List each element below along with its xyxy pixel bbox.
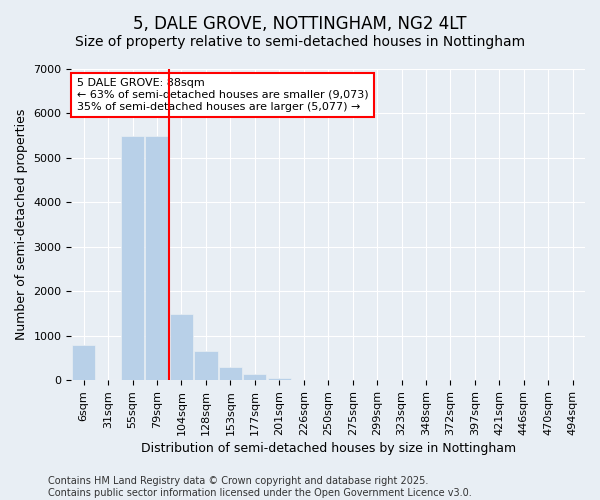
Text: Size of property relative to semi-detached houses in Nottingham: Size of property relative to semi-detach…	[75, 35, 525, 49]
Bar	[219, 367, 242, 380]
X-axis label: Distribution of semi-detached houses by size in Nottingham: Distribution of semi-detached houses by …	[140, 442, 516, 455]
Text: 5 DALE GROVE: 88sqm
← 63% of semi-detached houses are smaller (9,073)
35% of sem: 5 DALE GROVE: 88sqm ← 63% of semi-detach…	[77, 78, 368, 112]
Bar	[170, 314, 193, 380]
Bar	[243, 374, 266, 380]
Bar	[194, 352, 218, 380]
Bar	[268, 378, 291, 380]
Text: Contains HM Land Registry data © Crown copyright and database right 2025.
Contai: Contains HM Land Registry data © Crown c…	[48, 476, 472, 498]
Y-axis label: Number of semi-detached properties: Number of semi-detached properties	[15, 109, 28, 340]
Bar	[72, 344, 95, 380]
Text: 5, DALE GROVE, NOTTINGHAM, NG2 4LT: 5, DALE GROVE, NOTTINGHAM, NG2 4LT	[133, 15, 467, 33]
Bar	[121, 136, 144, 380]
Bar	[145, 136, 169, 380]
